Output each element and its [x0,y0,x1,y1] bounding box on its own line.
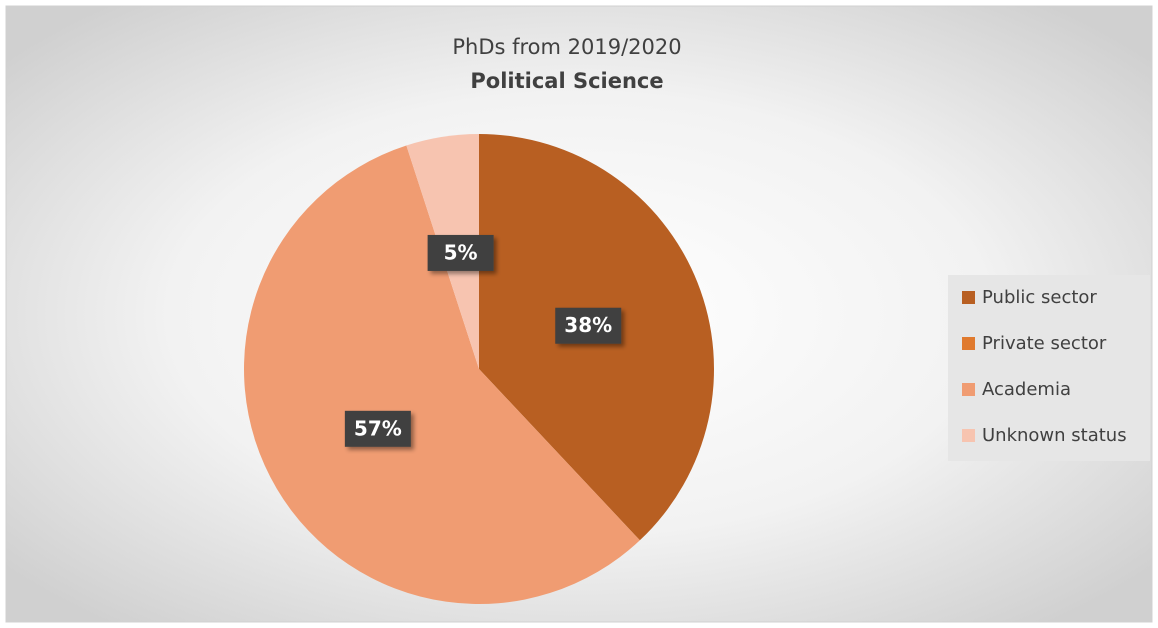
data-label-box [555,307,622,344]
data-label: 38% [564,313,612,337]
data-label-box [344,410,411,447]
legend-box [948,275,1150,461]
data-label: 5% [444,240,478,264]
legend-swatch [962,383,975,396]
legend-swatch [962,337,975,350]
legend-swatch [962,291,975,304]
data-label-box [427,234,494,271]
legend-label: Public sector [982,287,1097,308]
chart-subtitle: Political Science [470,69,663,93]
chart-title: PhDs from 2019/2020 [452,35,681,59]
legend-label: Private sector [982,333,1107,354]
legend-swatch [962,429,975,442]
legend-label: Academia [982,379,1071,400]
legend-label: Unknown status [982,425,1127,446]
pie-slice [244,145,640,604]
data-label: 57% [354,416,402,440]
